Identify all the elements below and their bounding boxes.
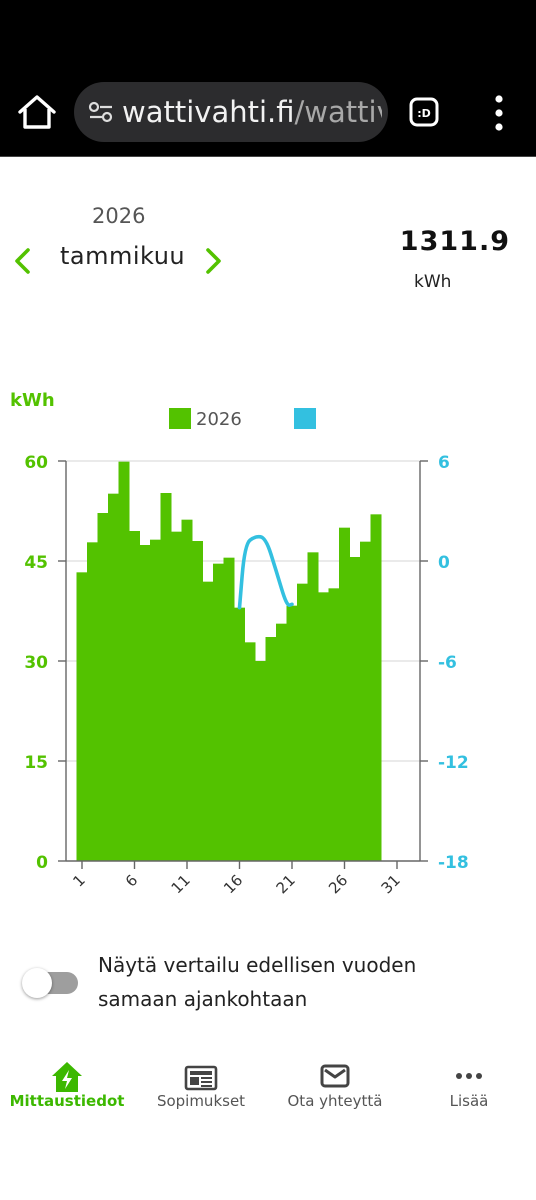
- bar: [349, 557, 361, 861]
- bar: [97, 513, 109, 861]
- bar: [370, 514, 382, 861]
- url-host: wattivahti.fi: [122, 96, 295, 128]
- meter-icon: [52, 1062, 82, 1092]
- nav-label: Lisää: [449, 1092, 489, 1110]
- total-unit: kWh: [414, 272, 452, 292]
- bar: [223, 557, 235, 861]
- bar: [328, 588, 340, 861]
- nav-label: Mittaustiedot: [9, 1092, 125, 1110]
- x-tick-label: 16: [220, 871, 246, 897]
- url-path: /wattiv: [294, 96, 382, 128]
- bar: [307, 552, 319, 861]
- more-icon: [456, 1073, 482, 1079]
- bar: [286, 605, 298, 861]
- bar: [192, 541, 203, 861]
- right-tick-label: 6: [438, 453, 450, 473]
- home-icon[interactable]: [14, 92, 60, 132]
- bar: [76, 572, 88, 861]
- legend-label-2026: 2026: [196, 409, 242, 430]
- right-tick-label: -18: [438, 853, 469, 873]
- nav-ota-yhteytta[interactable]: Ota yhteyttä: [268, 1056, 402, 1126]
- extension-icon[interactable]: :D: [408, 96, 440, 128]
- bar: [339, 527, 350, 861]
- svg-text::D: :D: [417, 107, 431, 120]
- nav-label: Ota yhteyttä: [287, 1092, 383, 1110]
- legend-swatch-secondary: [294, 408, 316, 429]
- x-tick-label: 1: [69, 871, 88, 890]
- bottom-navigation: Mittaustiedot Sopimukset Ota yhteyttä Li…: [0, 1056, 536, 1126]
- bar: [297, 583, 308, 861]
- total-consumption: 1311.9: [399, 226, 510, 257]
- browser-toolbar: wattivahti.fi/wattiv :D: [0, 70, 536, 157]
- toggle-knob: [22, 968, 52, 998]
- compare-toggle[interactable]: [22, 968, 80, 1000]
- nav-label: Sopimukset: [156, 1092, 246, 1110]
- bar: [139, 545, 151, 861]
- x-tick-label: 26: [325, 871, 351, 897]
- more-vert-icon[interactable]: [486, 92, 512, 134]
- bar: [181, 519, 193, 861]
- site-settings-icon[interactable]: [88, 100, 114, 124]
- x-tick-label: 21: [273, 871, 299, 897]
- bar: [213, 563, 224, 861]
- legend-swatch-2026: [169, 408, 191, 429]
- left-tick-label: 45: [24, 553, 48, 573]
- x-tick-label: 31: [378, 871, 404, 897]
- nav-mittaustiedot[interactable]: Mittaustiedot: [0, 1056, 134, 1126]
- right-tick-label: -6: [438, 653, 457, 673]
- bar: [276, 623, 287, 861]
- x-tick-label: 6: [122, 871, 141, 890]
- y-axis-label: kWh: [10, 390, 55, 411]
- mail-icon: [320, 1064, 350, 1088]
- bar: [244, 642, 256, 861]
- left-tick-label: 15: [24, 753, 48, 773]
- contract-icon: [184, 1065, 218, 1091]
- address-bar[interactable]: wattivahti.fi/wattiv: [74, 82, 388, 142]
- bar: [150, 539, 161, 861]
- left-tick-label: 0: [36, 853, 48, 873]
- selected-month: tammikuu: [60, 242, 186, 270]
- nav-sopimukset[interactable]: Sopimukset: [134, 1056, 268, 1126]
- bar: [118, 461, 130, 861]
- bar: [171, 531, 182, 861]
- bar: [87, 542, 98, 861]
- right-tick-label: 0: [438, 553, 450, 573]
- selected-year: 2026: [92, 204, 146, 228]
- bar: [160, 493, 172, 861]
- bar: [265, 637, 277, 861]
- left-tick-label: 60: [24, 453, 48, 473]
- bar: [234, 607, 245, 861]
- url-text[interactable]: wattivahti.fi/wattiv: [122, 96, 382, 128]
- compare-toggle-label: Näytä vertailu edellisen vuoden samaan a…: [98, 953, 417, 1011]
- left-tick-label: 30: [24, 653, 48, 673]
- bar: [318, 592, 329, 861]
- right-tick-label: -12: [438, 753, 469, 773]
- bar: [202, 581, 214, 861]
- bar: [129, 531, 140, 861]
- bar: [360, 541, 371, 861]
- status-bar: [0, 0, 536, 70]
- series-line: [237, 534, 294, 610]
- bar: [108, 493, 119, 861]
- nav-lisaa[interactable]: Lisää: [402, 1056, 536, 1126]
- next-month-icon[interactable]: [200, 246, 226, 276]
- bar: [255, 661, 266, 861]
- prev-month-icon[interactable]: [10, 246, 36, 276]
- x-tick-label: 11: [168, 871, 194, 897]
